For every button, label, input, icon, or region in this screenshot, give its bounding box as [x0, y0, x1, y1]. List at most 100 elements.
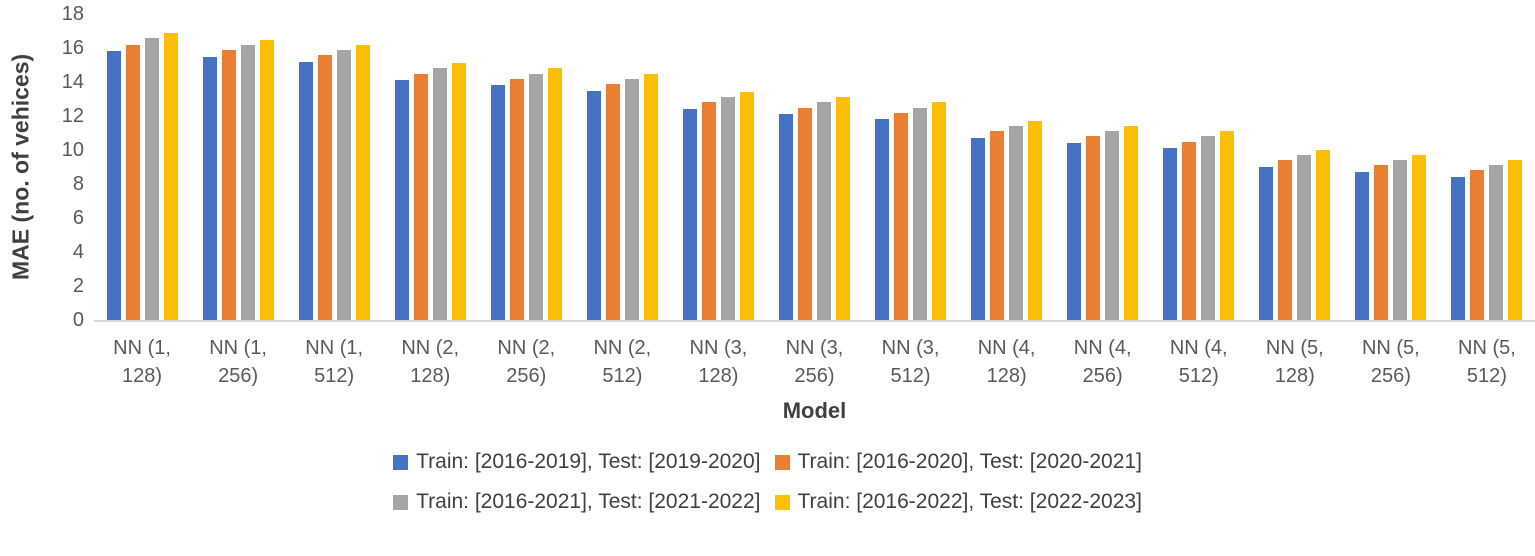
bar[interactable]: [1009, 126, 1024, 320]
bar[interactable]: [1412, 155, 1427, 320]
bar[interactable]: [1163, 148, 1178, 320]
legend-item: Train: [2016-2019], Test: [2019-2020]: [393, 450, 761, 474]
bar[interactable]: [547, 68, 562, 320]
bar[interactable]: [163, 32, 178, 320]
y-tick-label: 4: [72, 241, 84, 263]
x-axis-category-label: NN (1, 512): [305, 337, 364, 387]
bar[interactable]: [1220, 131, 1235, 320]
bar-group: [1247, 14, 1343, 320]
bar[interactable]: [528, 73, 543, 320]
bar[interactable]: [1355, 172, 1370, 320]
bar[interactable]: [451, 63, 466, 320]
x-axis-category-label: NN (3, 512): [881, 337, 940, 387]
bar[interactable]: [413, 73, 428, 320]
bar-group: [94, 14, 190, 320]
bar[interactable]: [605, 83, 620, 320]
x-axis-category-label: NN (4, 512): [1169, 337, 1228, 387]
bar[interactable]: [317, 54, 332, 320]
bar[interactable]: [971, 138, 986, 320]
y-tick-label: 8: [72, 173, 84, 195]
bar[interactable]: [624, 78, 639, 320]
bar-group: [1055, 14, 1151, 320]
legend-label: Train: [2016-2019], Test: [2019-2020]: [416, 450, 761, 473]
x-axis-labels: NN (1, 128) NN (1, 256) NN (1, 512) NN (2, 128)…: [94, 334, 1535, 390]
bar-group: [670, 14, 766, 320]
bar[interactable]: [1182, 141, 1197, 320]
bar[interactable]: [701, 102, 716, 320]
plot-wrap: NN (1, 128) NN (1, 256) NN (1, 512) NN (2, 128)…: [94, 14, 1535, 424]
bar-group: [863, 14, 959, 320]
bar[interactable]: [1124, 126, 1139, 320]
bar[interactable]: [221, 49, 236, 320]
y-axis-title: MAE (no. of vehices): [7, 53, 34, 281]
bar[interactable]: [1374, 165, 1389, 320]
bar-group: [766, 14, 862, 320]
bar[interactable]: [1259, 167, 1274, 320]
bar[interactable]: [336, 49, 351, 320]
bar[interactable]: [875, 119, 890, 320]
bar-group: [190, 14, 286, 320]
bar[interactable]: [1316, 150, 1331, 320]
bar[interactable]: [259, 39, 274, 320]
bar[interactable]: [202, 56, 217, 320]
bar[interactable]: [1393, 160, 1408, 320]
bar[interactable]: [1067, 143, 1082, 320]
legend-swatch-icon: [774, 454, 790, 470]
bar[interactable]: [1470, 170, 1485, 320]
bar[interactable]: [990, 131, 1005, 320]
x-axis-category-label: NN (3, 128): [689, 337, 748, 387]
bar[interactable]: [1086, 136, 1101, 320]
bar[interactable]: [432, 68, 447, 320]
bar-group: [959, 14, 1055, 320]
x-axis-category-label: NN (1, 256): [209, 337, 267, 387]
legend-item: Train: [2016-2021], Test: [2021-2022]: [393, 490, 761, 514]
bar[interactable]: [125, 44, 140, 320]
bar[interactable]: [144, 37, 159, 320]
x-axis-category-label: NN (1, 128): [113, 337, 171, 387]
bar[interactable]: [682, 109, 697, 320]
legend-item: Train: [2016-2022], Test: [2022-2023]: [774, 490, 1142, 514]
bar[interactable]: [509, 78, 524, 320]
bar-group: [1439, 14, 1535, 320]
x-axis-category-label: NN (4, 128): [977, 337, 1036, 387]
legend-label: Train: [2016-2022], Test: [2022-2023]: [797, 490, 1142, 513]
bar[interactable]: [1489, 165, 1504, 320]
x-axis-category-label: NN (5, 256): [1361, 337, 1420, 387]
bar-group: [478, 14, 574, 320]
bar[interactable]: [720, 97, 735, 320]
legend-label: Train: [2016-2020], Test: [2020-2021]: [797, 450, 1142, 473]
legend-item: Train: [2016-2020], Test: [2020-2021]: [774, 450, 1142, 474]
bar[interactable]: [1201, 136, 1216, 320]
bar[interactable]: [1508, 160, 1523, 320]
legend-swatch-icon: [393, 494, 409, 510]
bar[interactable]: [106, 51, 121, 320]
bar[interactable]: [932, 102, 947, 320]
y-tick-label: 16: [61, 37, 84, 59]
bar[interactable]: [1297, 155, 1312, 320]
bar[interactable]: [643, 73, 658, 320]
x-axis-category-label: NN (5, 512): [1458, 337, 1516, 387]
bar[interactable]: [1105, 131, 1120, 320]
x-axis-title: Model: [782, 398, 847, 423]
bar[interactable]: [298, 61, 313, 320]
y-tick-label: 12: [61, 105, 84, 127]
bar[interactable]: [797, 107, 812, 320]
y-tick-label: 2: [72, 275, 84, 297]
bar[interactable]: [739, 92, 754, 320]
y-tick-label: 6: [72, 207, 84, 229]
bar[interactable]: [913, 107, 928, 320]
bar[interactable]: [490, 85, 505, 320]
bar[interactable]: [394, 80, 409, 320]
bar[interactable]: [240, 44, 255, 320]
bar[interactable]: [1278, 160, 1293, 320]
bar[interactable]: [835, 97, 850, 320]
bar[interactable]: [778, 114, 793, 320]
bar[interactable]: [1451, 177, 1466, 320]
bar[interactable]: [586, 90, 601, 320]
bar[interactable]: [816, 102, 831, 320]
bar[interactable]: [894, 112, 909, 320]
bar[interactable]: [355, 44, 370, 320]
bar[interactable]: [1028, 121, 1043, 320]
y-tick-label: 0: [72, 309, 84, 331]
